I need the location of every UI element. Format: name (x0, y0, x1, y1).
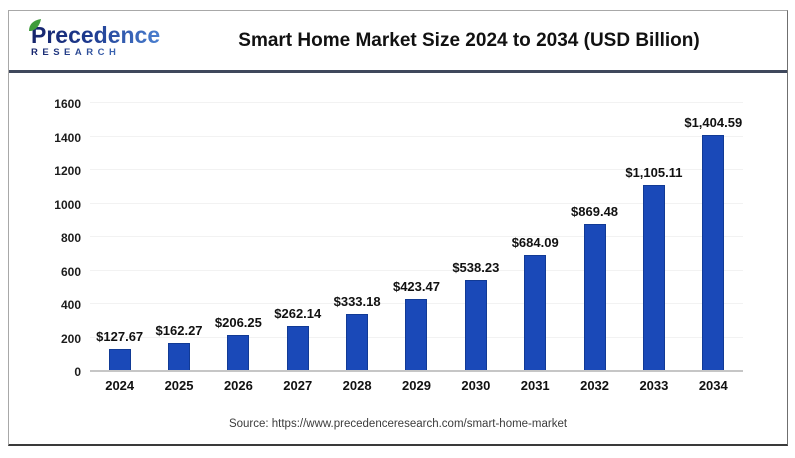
plot-area: $127.67 $162.27 $206.25 $262.14 $333.18 $423.… (90, 102, 743, 372)
x-axis-tick-label: 2030 (461, 378, 491, 393)
y-axis-tick-label: 1400 (54, 130, 81, 145)
bar (346, 314, 369, 370)
bar (642, 184, 665, 370)
bar-group: $423.47 (387, 279, 446, 370)
bar-value-label: $1,404.59 (684, 114, 743, 130)
x-axis-tick-label: 2024 (105, 378, 135, 393)
x-axis-tick-label: 2033 (639, 378, 669, 393)
bar-group: $127.67 (90, 329, 149, 370)
x-axis-tick-label: 2028 (342, 378, 372, 393)
bar (108, 348, 131, 370)
bar-group: $684.09 (506, 235, 565, 370)
x-axis-tick-label: 2034 (698, 378, 728, 393)
bar-value-label: $162.27 (155, 322, 203, 338)
bar (286, 326, 309, 370)
x-axis-tick-label: 2031 (520, 378, 550, 393)
bar (405, 299, 428, 370)
bar-value-label: $262.14 (274, 306, 322, 322)
bar-group: $1,105.11 (624, 165, 683, 370)
brand-subtitle: RESEARCH (31, 48, 151, 58)
bar-value-label: $333.18 (333, 294, 381, 310)
bar (583, 224, 606, 370)
gridline (90, 169, 743, 170)
y-axis-tick-label: 600 (60, 264, 81, 279)
chart-card: Precedence RESEARCH Smart Home Market Si… (8, 10, 788, 446)
x-axis-tick-label: 2026 (223, 378, 253, 393)
y-axis-tick-label: 800 (60, 231, 81, 245)
bar-group: $162.27 (149, 323, 208, 370)
y-axis-tick-label: 400 (60, 298, 81, 312)
x-axis-tick-label: 2025 (164, 378, 194, 393)
bar-group: $869.48 (565, 204, 624, 370)
gridline (90, 135, 743, 137)
bar (168, 342, 191, 370)
bar-value-label: $869.48 (571, 204, 619, 220)
gridline (90, 202, 743, 204)
bar-group: $538.23 (446, 260, 505, 370)
y-axis-tick-label: 1200 (54, 164, 81, 178)
y-axis-tick-label: 1000 (54, 197, 81, 212)
gridline (90, 102, 743, 103)
chart-area: 0 200 400 600 800 1000 1200 1400 1600 $127.67 $16… (9, 73, 787, 441)
bar (464, 279, 487, 370)
y-axis-tick-label: 1600 (54, 97, 81, 111)
bar-value-label: $206.25 (214, 315, 262, 331)
bar-value-label: $538.23 (452, 259, 500, 275)
leaf-icon (29, 18, 41, 31)
x-axis: 2024 2025 2026 2027 2028 2029 2030 2031 2032 2033… (90, 378, 743, 393)
brand-logo: Precedence RESEARCH (29, 18, 160, 58)
header: Precedence RESEARCH Smart Home Market Si… (9, 11, 787, 73)
gridline (90, 236, 743, 237)
bars-container: $127.67 $162.27 $206.25 $262.14 $333.18 $423.… (90, 104, 743, 370)
bar-value-label: $1,105.11 (625, 164, 683, 180)
bar-group: $333.18 (327, 294, 386, 370)
bar-value-label: $684.09 (511, 235, 559, 251)
gridline (90, 269, 743, 271)
y-axis-tick-label: 0 (74, 365, 81, 379)
bar-group: $1,404.59 (684, 115, 743, 370)
bar-group: $206.25 (209, 315, 268, 370)
bar-value-label: $423.47 (392, 279, 440, 295)
bar (524, 255, 547, 370)
x-axis-tick-label: 2027 (283, 378, 313, 393)
y-axis: 0 200 400 600 800 1000 1200 1400 1600 (9, 97, 81, 379)
brand-name: Precedence (31, 21, 161, 48)
x-axis-tick-label: 2032 (580, 378, 610, 393)
bar (227, 335, 250, 370)
bar-group: $262.14 (268, 306, 327, 370)
bar-value-label: $127.67 (96, 328, 144, 344)
y-axis-tick-label: 200 (60, 331, 81, 346)
chart-title: Smart Home Market Size 2024 to 2034 (USD… (238, 29, 700, 51)
source-note: Source: https://www.precedenceresearch.c… (228, 418, 568, 430)
bar (702, 134, 725, 370)
x-axis-tick-label: 2029 (402, 378, 431, 393)
